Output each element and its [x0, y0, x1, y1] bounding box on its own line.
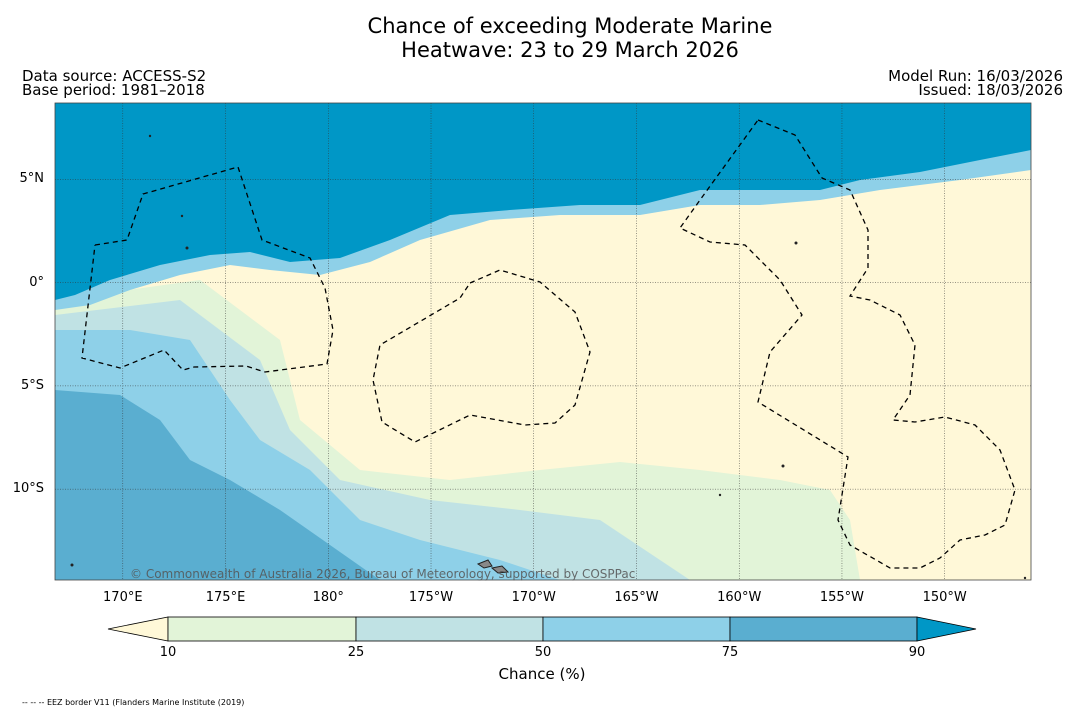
eez-border-kiribati-phoenix — [372, 269, 591, 443]
data-info: Data source: ACCESS-S2 Base period: 1981… — [22, 67, 207, 99]
band-75-90 — [55, 390, 380, 580]
colorbar-label: Chance (%) — [498, 665, 586, 683]
run-info: Model Run: 16/03/2026 Issued: 18/03/2026 — [860, 67, 1063, 99]
data-source: Data source: ACCESS-S2 — [22, 67, 207, 85]
longitude-label: 165°W — [614, 590, 659, 605]
issued-date: Issued: 18/03/2026 — [918, 81, 1063, 99]
eez-legend-note: -- -- -- EEZ border V11 (Flanders Marine… — [22, 698, 245, 707]
island-speck — [794, 241, 798, 245]
island-speck — [148, 134, 152, 138]
colorbar — [107, 616, 977, 642]
colorbar-tick-label: 10 — [159, 645, 177, 660]
colorbar-extend-low — [107, 616, 169, 642]
eez-borders — [81, 119, 1016, 569]
latitude-label: 5°N — [19, 171, 45, 187]
longitude-label: 170°E — [103, 590, 143, 605]
island-speck — [180, 214, 184, 218]
colorbar-segment — [355, 616, 544, 642]
band-north-over-90 — [55, 103, 1031, 300]
longitude-label: 155°W — [819, 590, 865, 605]
longitude-label: 175°W — [408, 590, 454, 605]
longitude-label: 170°W — [511, 590, 556, 605]
eez-border-kiribati-gilbert — [81, 166, 334, 373]
latitude-label: 5°S — [20, 377, 44, 393]
island-speck — [718, 493, 722, 497]
colorbar-tick-label: 25 — [347, 645, 365, 660]
heatwave-probability-map — [55, 103, 1031, 580]
map-frame — [54, 102, 1032, 581]
longitude-label: 150°W — [922, 590, 967, 605]
longitude-label: 180° — [312, 590, 344, 605]
model-run: Model Run: 16/03/2026 — [888, 67, 1063, 85]
eez-border-kiribati-line — [679, 119, 1016, 569]
latitude-label: 0° — [29, 274, 44, 290]
colorbar-segment — [729, 616, 918, 642]
colorbar-segment — [167, 616, 357, 642]
colorbar-extend-high — [916, 616, 977, 642]
colorbar-tick-label: 75 — [721, 645, 739, 660]
island-speck — [1023, 576, 1027, 580]
island-speck — [70, 563, 74, 567]
colorbar-tick-label: 50 — [534, 645, 552, 660]
colorbar-tick-label: 90 — [908, 645, 926, 660]
colorbar-segment — [542, 616, 731, 642]
title-line-1: Chance of exceeding Moderate Marine — [367, 14, 773, 38]
title-line-2: Heatwave: 23 to 29 March 2026 — [401, 38, 739, 62]
island-speck — [185, 246, 189, 250]
graticule — [55, 103, 1031, 580]
latitude-label: 10°S — [12, 481, 44, 497]
map-title: Chance of exceeding Moderate Marine Heat… — [0, 14, 1085, 62]
longitude-label: 175°E — [205, 590, 246, 605]
island-samoa — [476, 559, 510, 574]
longitude-label: 160°W — [717, 590, 762, 605]
island-speck — [781, 464, 785, 468]
base-period: Base period: 1981–2018 — [22, 81, 205, 99]
copyright-credit: © Commonwealth of Australia 2026, Bureau… — [130, 567, 636, 581]
